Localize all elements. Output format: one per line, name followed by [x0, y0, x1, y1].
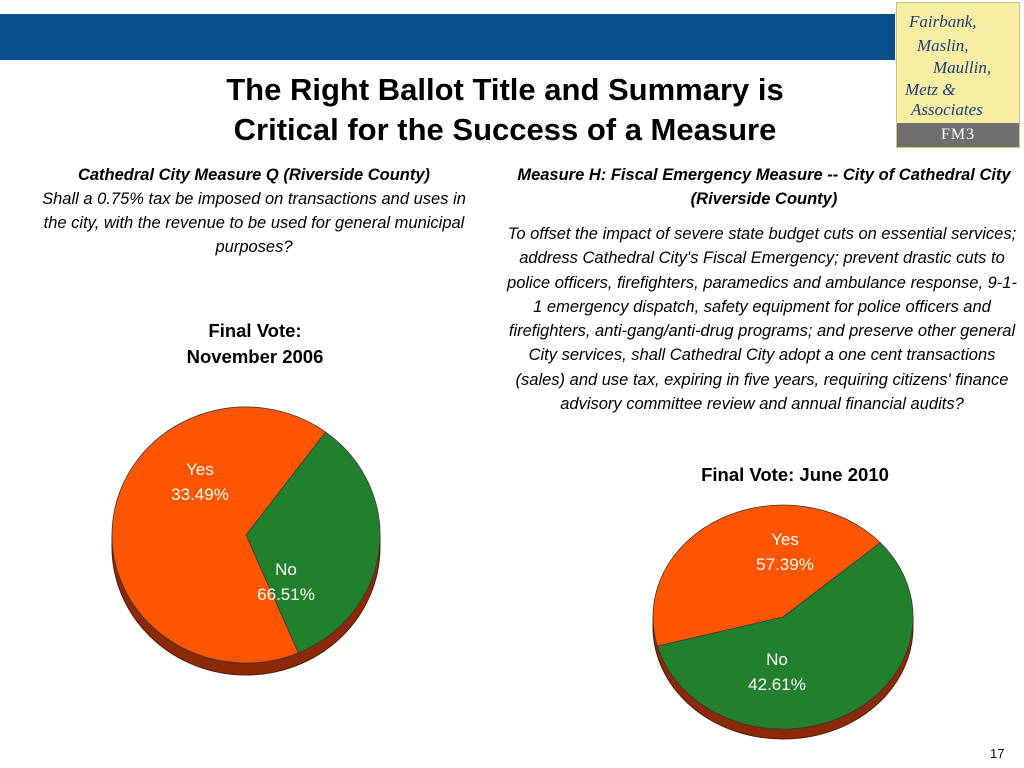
pie-1-label-yes: Yes: [186, 460, 214, 479]
slide-title-line-2: Critical for the Success of a Measure: [233, 112, 777, 147]
slide-title-line-1: The Right Ballot Title and Summary is: [226, 72, 784, 107]
logo-band-text: FM3: [940, 126, 976, 143]
pie-1-value-no: 66.51%: [257, 585, 315, 604]
pie-1-slice-yes: [245, 431, 381, 654]
pie-2-value-no: 42.61%: [748, 675, 806, 694]
logo-line-1: Fairbank,: [909, 12, 977, 31]
pie-2-label-yes: Yes: [771, 530, 799, 549]
logo-line-3: Maullin,: [933, 58, 992, 77]
pie-2-slice-no: [652, 504, 881, 647]
pie-2-label-no: No: [766, 650, 788, 669]
logo-line-4: Metz &: [905, 80, 956, 99]
pie-2-value-yes: 57.39%: [756, 555, 814, 574]
measure-q-text: Cathedral City Measure Q (Riverside Coun…: [38, 163, 470, 259]
pie-1-label-no: No: [275, 560, 297, 579]
pie-2-slice-yes: [656, 542, 914, 730]
vote-left-label: Final Vote: November 2006: [130, 318, 380, 370]
measure-q-heading: Cathedral City Measure Q (Riverside Coun…: [77, 166, 431, 184]
logo-line-2: Maslin,: [917, 36, 969, 55]
logo-band: FM3: [897, 123, 1019, 147]
pie-1-value-yes: 33.49%: [171, 485, 229, 504]
logo-line-5: Associates: [911, 100, 983, 119]
vote-right-label: Final Vote: June 2010: [701, 464, 889, 485]
fm3-logo: Fairbank, Maslin, Maullin, Metz & Associ…: [896, 2, 1020, 148]
measure-q-body: Shall a 0.75% tax be imposed on transact…: [42, 190, 466, 256]
vote-left-line-2: November 2006: [186, 346, 324, 367]
pie-1-slice-no: [111, 406, 327, 664]
header-bar: [0, 14, 895, 60]
slide-title: The Right Ballot Title and Summary is Cr…: [130, 70, 880, 150]
vote-left-line-1: Final Vote:: [208, 320, 302, 341]
measure-h-body: To offset the impact of severe state bud…: [507, 225, 1017, 414]
page-number: 17: [990, 746, 1005, 761]
measure-h-heading: Measure H: Fiscal Emergency Measure -- C…: [517, 166, 1011, 208]
